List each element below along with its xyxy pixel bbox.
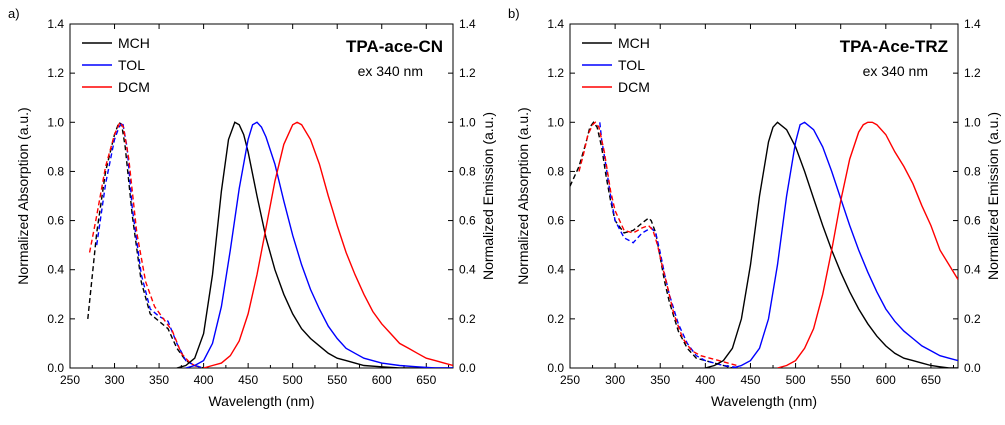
legend-label: MCH — [618, 35, 650, 51]
x-tick-label: 650 — [416, 373, 436, 387]
panel-label: b) — [508, 6, 520, 21]
x-tick-label: 550 — [327, 373, 347, 387]
y-tick-label-left: 0.2 — [47, 312, 64, 326]
y-tick-label-left: 1.0 — [47, 115, 64, 129]
y-tick-label-right: 1.2 — [459, 66, 476, 80]
y-tick-label-left: 1.4 — [547, 17, 564, 31]
chart-panel-b: 250 300 350 400 450 500 550 600 650 0.0 0.0 0.2 0.2 0… — [508, 6, 1001, 409]
y-tick-label-right: 1.4 — [964, 17, 981, 31]
legend-label: TOL — [118, 57, 145, 73]
series-tol-absorption — [96, 120, 204, 368]
y-tick-label-right: 0.0 — [964, 361, 981, 375]
y-tick-label-right: 1.2 — [964, 66, 981, 80]
x-axis-title: Wavelength (nm) — [208, 393, 314, 409]
y-tick-label-right: 0.8 — [964, 164, 981, 178]
y-axis-title-left: Normalized Absorption (a.u.) — [15, 107, 31, 284]
x-tick-label: 300 — [105, 373, 125, 387]
plot-frame — [69, 23, 454, 369]
y-tick-label-right: 0.4 — [459, 263, 476, 277]
series-dcm-absorption — [578, 121, 738, 367]
y-tick-label-right: 1.0 — [459, 115, 476, 129]
plot-subtitle: ex 340 nm — [863, 63, 928, 79]
x-tick-label: 350 — [149, 373, 169, 387]
series-tol-emission — [185, 121, 453, 368]
series-mch-emission — [176, 121, 453, 368]
y-tick-label-right: 0.6 — [459, 214, 476, 228]
x-tick-label: 350 — [650, 373, 670, 387]
legend-label: MCH — [118, 35, 150, 51]
y-axis-title-right: Normalized Emission (a.u.) — [480, 112, 496, 280]
y-tick-label-left: 0.4 — [47, 263, 64, 277]
legend-label: DCM — [618, 79, 650, 95]
y-tick-label-left: 0.8 — [547, 164, 564, 178]
x-tick-label: 250 — [560, 373, 580, 387]
y-axis-title-right: Normalized Emission (a.u.) — [985, 112, 1001, 280]
x-tick-label: 600 — [372, 373, 392, 387]
y-tick-label-left: 0.6 — [47, 214, 64, 228]
y-tick-label-right: 0.2 — [459, 312, 476, 326]
x-tick-label: 300 — [605, 373, 625, 387]
y-tick-label-left: 0.6 — [547, 214, 564, 228]
x-tick-label: 400 — [695, 373, 715, 387]
y-tick-label-right: 0.0 — [459, 361, 476, 375]
x-tick-label: 450 — [740, 373, 760, 387]
x-tick-label: 500 — [283, 373, 303, 387]
x-tick-label: 250 — [60, 373, 80, 387]
x-tick-label: 450 — [238, 373, 258, 387]
x-tick-label: 400 — [194, 373, 214, 387]
legend-label: DCM — [118, 79, 150, 95]
y-tick-label-right: 0.2 — [964, 312, 981, 326]
plot-title: TPA-Ace-TRZ — [840, 37, 948, 56]
y-tick-label-left: 1.4 — [47, 17, 64, 31]
plot-subtitle: ex 340 nm — [358, 63, 423, 79]
x-tick-label: 600 — [876, 373, 896, 387]
x-tick-label: 650 — [921, 373, 941, 387]
legend-label: TOL — [618, 57, 645, 73]
series-mch-absorption — [87, 121, 204, 368]
series-dcm-absorption — [88, 120, 200, 368]
series-tol-absorption — [599, 122, 742, 368]
y-tick-label-left: 0.4 — [547, 263, 564, 277]
y-tick-label-left: 0.0 — [547, 361, 564, 375]
plot-frame — [569, 23, 959, 369]
series-dcm-emission — [777, 121, 958, 368]
y-tick-label-left: 0.2 — [547, 312, 564, 326]
series-mch-emission — [705, 121, 958, 368]
y-tick-label-left: 1.2 — [47, 66, 64, 80]
x-tick-label: 550 — [831, 373, 851, 387]
y-tick-label-right: 0.4 — [964, 263, 981, 277]
plot-title: TPA-ace-CN — [346, 37, 443, 56]
x-tick-label: 500 — [786, 373, 806, 387]
series-mch-absorption — [570, 121, 733, 368]
y-tick-label-left: 1.2 — [547, 66, 564, 80]
y-axis-title-left: Normalized Absorption (a.u.) — [515, 107, 531, 284]
y-tick-label-right: 1.4 — [459, 17, 476, 31]
y-tick-label-right: 0.6 — [964, 214, 981, 228]
y-tick-label-left: 1.0 — [547, 115, 564, 129]
y-tick-label-left: 0.8 — [47, 164, 64, 178]
chart-panel-a: 250 300 350 400 450 500 550 600 650 0.0 0.0 0.2 0.2 0… — [8, 6, 496, 409]
x-axis-title: Wavelength (nm) — [711, 393, 817, 409]
series-dcm-emission — [203, 121, 453, 368]
y-tick-label-left: 0.0 — [47, 361, 64, 375]
panel-label: a) — [8, 6, 20, 21]
y-tick-label-right: 1.0 — [964, 115, 981, 129]
y-tick-label-right: 0.8 — [459, 164, 476, 178]
